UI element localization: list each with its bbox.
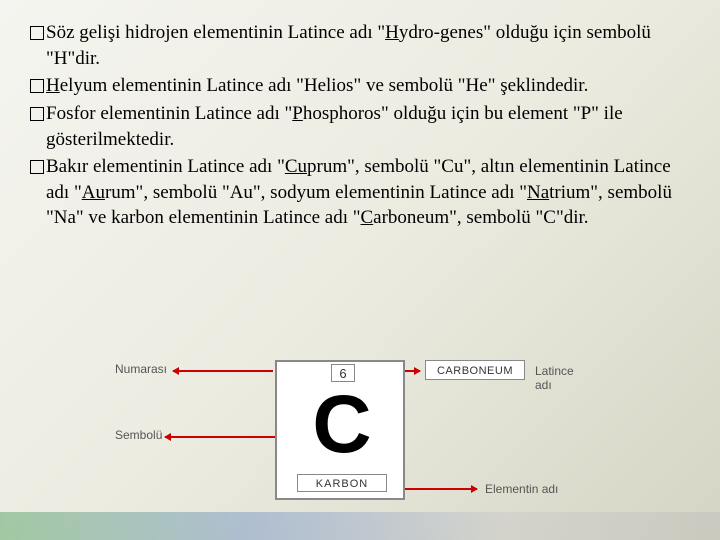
t-u: H [46, 75, 60, 96]
t: Bakır elementinin Latince adı " [46, 156, 285, 177]
bullet-marker [30, 79, 44, 93]
element-symbol: C [277, 384, 407, 466]
element-diagram: Numarası Sembolü Latince adı Elementin a… [115, 348, 585, 508]
bullet-marker [30, 160, 44, 174]
t-u: Cu [285, 156, 307, 177]
bullet-text: Bakır elementinin Latince adı "Cuprum", … [46, 154, 690, 231]
text-content: Söz gelişi hidrojen elementinin Latince … [0, 0, 720, 243]
t: elyum elementinin Latince adı "Helios" v… [60, 75, 589, 96]
bullet-2: Helyum elementinin Latince adı "Helios" … [30, 73, 690, 99]
bullet-4: Bakır elementinin Latince adı "Cuprum", … [30, 154, 690, 231]
bullet-1: Söz gelişi hidrojen elementinin Latince … [30, 20, 690, 71]
bullet-text: Fosfor elementinin Latince adı "Phosphor… [46, 101, 690, 152]
arrow-elementin [405, 488, 477, 490]
t-u: P [292, 103, 303, 124]
bullet-text: Söz gelişi hidrojen elementinin Latince … [46, 20, 690, 71]
bullet-marker [30, 107, 44, 121]
t-u: C [360, 207, 373, 228]
label-elementin: Elementin adı [485, 482, 558, 496]
t-u: Au [82, 182, 105, 203]
bullet-3: Fosfor elementinin Latince adı "Phosphor… [30, 101, 690, 152]
element-name: KARBON [297, 474, 387, 492]
t-u: H [385, 22, 399, 43]
periodic-element-box: 6 C KARBON [275, 360, 405, 500]
arrow-numarasi [173, 370, 273, 372]
bullet-text: Helyum elementinin Latince adı "Helios" … [46, 73, 690, 99]
t-u: Na [527, 182, 549, 203]
t: Söz gelişi hidrojen elementinin Latince … [46, 22, 385, 43]
t: Fosfor elementinin Latince adı " [46, 103, 292, 124]
label-latince: Latince adı [535, 364, 585, 392]
t: rum", sembolü "Au", sodyum elementinin L… [105, 182, 527, 203]
decorative-bottom-band [0, 512, 720, 540]
arrow-sembolu [165, 436, 275, 438]
label-numarasi: Numarası [115, 362, 167, 376]
label-sembolu: Sembolü [115, 428, 162, 442]
t: arboneum", sembolü "C"dir. [373, 207, 588, 228]
latin-name-box: CARBONEUM [425, 360, 525, 380]
bullet-marker [30, 26, 44, 40]
